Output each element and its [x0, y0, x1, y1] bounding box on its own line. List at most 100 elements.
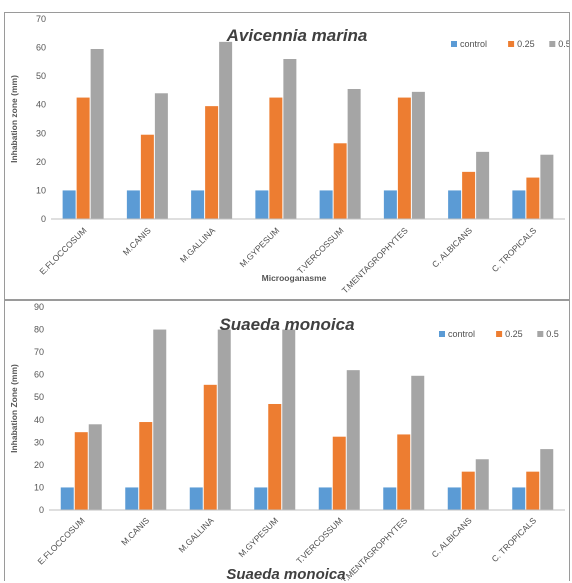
bar-control-2	[191, 190, 205, 219]
chart-panel-avicennia: 0 10 20 30 40 50 60 70 Inhabation zone (mm) E.FLO…	[4, 12, 570, 300]
bar-05-4	[346, 370, 360, 510]
bar-control-7	[512, 190, 526, 219]
bar-05-7	[540, 449, 554, 510]
bar-control-5	[383, 190, 397, 219]
bar-025-6	[462, 171, 476, 219]
bar-05-3	[282, 329, 296, 510]
y-tick-label: 0	[39, 505, 44, 515]
chart-title: Avicennia marina	[226, 26, 368, 45]
y-tick-label: 10	[36, 185, 46, 195]
bar-control-6	[448, 190, 462, 219]
bar-025-2	[203, 384, 217, 510]
legend-swatch-05	[537, 331, 544, 337]
y-tick-label: 70	[36, 14, 46, 24]
bar-025-6	[461, 471, 475, 510]
y-tick-label: 0	[41, 214, 46, 224]
avicennia-chart-svg: 0 10 20 30 40 50 60 70 Inhabation zone (mm) E.FLO…	[9, 14, 569, 295]
x-category-label: C. ALBICANS	[430, 225, 474, 269]
x-category-label: C. ALBICANS	[430, 515, 474, 559]
bar-05-1	[154, 93, 168, 219]
y-tick-label: 30	[36, 128, 46, 138]
legend-label: 0.25	[505, 329, 523, 339]
bar-control-3	[254, 487, 268, 510]
x-category-label: M.GALLINA	[178, 225, 217, 264]
legend-label: control	[460, 39, 487, 49]
x-category-label: M.CANIS	[121, 225, 153, 257]
bar-025-3	[268, 403, 282, 510]
y-tick-label: 70	[34, 347, 44, 357]
bar-025-2	[205, 106, 219, 219]
bar-05-0	[88, 424, 102, 510]
x-category-label: M.CANIS	[119, 515, 151, 547]
bar-025-4	[332, 436, 346, 510]
y-tick-label: 40	[36, 100, 46, 110]
bar-025-7	[526, 471, 540, 510]
y-tick-label: 40	[34, 415, 44, 425]
bar-025-0	[74, 432, 88, 510]
bar-025-5	[397, 97, 411, 219]
bar-control-4	[319, 190, 333, 219]
legend-swatch-control	[439, 331, 445, 337]
bar-control-3	[255, 190, 269, 219]
bar-05-2	[217, 329, 231, 510]
legend-label: 0.5	[558, 39, 569, 49]
y-tick-label: 50	[36, 71, 46, 81]
bar-control-4	[318, 487, 332, 510]
bar-05-5	[411, 91, 425, 219]
bar-control-0	[60, 487, 74, 510]
y-axis-title: Inhabation zone (mm)	[9, 75, 19, 163]
suaeda-chart-svg: 0 10 20 30 40 50 60 70 80 90 Inhabation Zone (mm) E…	[9, 302, 565, 581]
chart-panel-suaeda: 0 10 20 30 40 50 60 70 80 90 Inhabation Zone (mm) E…	[4, 300, 570, 581]
legend-swatch-control	[451, 41, 457, 47]
bar-025-1	[139, 422, 153, 510]
x-category-label: E.FLOCCOSUM	[37, 225, 88, 276]
bar-control-1	[126, 190, 140, 219]
bar-025-1	[140, 134, 154, 219]
y-tick-label: 90	[34, 302, 44, 312]
bar-025-4	[333, 143, 347, 219]
x-category-label: T.MENTAGROPHYTES	[340, 225, 410, 295]
x-category-label: T.VERCOSSUM	[294, 515, 344, 565]
x-category-label: M.GYPESUM	[237, 225, 281, 269]
y-tick-label: 30	[34, 437, 44, 447]
legend-label: control	[448, 329, 475, 339]
bar-025-0	[76, 97, 90, 219]
legend-label: 0.5	[546, 329, 559, 339]
bar-control-5	[383, 487, 397, 510]
y-tick-label: 60	[34, 370, 44, 380]
y-tick-label: 50	[34, 392, 44, 402]
bar-control-2	[189, 487, 203, 510]
chart-title: Suaeda monoica	[219, 315, 354, 334]
y-tick-label: 20	[36, 157, 46, 167]
bar-05-1	[153, 329, 167, 510]
x-category-label: T.VERCOSSUM	[295, 225, 345, 275]
legend-label: 0.25	[517, 39, 535, 49]
legend-swatch-05	[549, 41, 556, 47]
y-tick-label: 80	[34, 325, 44, 335]
y-tick-label: 20	[34, 460, 44, 470]
bar-control-1	[125, 487, 139, 510]
bar-05-7	[540, 154, 554, 219]
bar-025-3	[269, 97, 283, 219]
bar-control-6	[447, 487, 461, 510]
x-category-label: C. TROPICALS	[489, 515, 538, 564]
bar-05-2	[219, 41, 233, 219]
y-axis-title: Inhabation Zone (mm)	[9, 364, 19, 453]
bar-control-0	[62, 190, 76, 219]
x-category-label: C. TROPICALS	[490, 225, 539, 274]
x-axis-title: Microoganasme	[262, 273, 327, 283]
legend-swatch-025	[508, 41, 515, 47]
bar-05-3	[283, 59, 297, 219]
x-category-label: M.GALLINA	[177, 515, 216, 554]
legend-swatch-025	[496, 331, 503, 337]
bar-025-7	[526, 177, 540, 219]
bar-control-7	[512, 487, 526, 510]
bar-05-0	[90, 49, 104, 219]
bar-05-6	[476, 151, 490, 219]
bar-025-5	[397, 434, 411, 510]
bar-05-4	[347, 89, 361, 219]
x-category-label: M.GYPESUM	[236, 515, 280, 559]
y-tick-label: 10	[34, 482, 44, 492]
bar-05-6	[475, 459, 489, 510]
bar-05-5	[411, 375, 425, 510]
